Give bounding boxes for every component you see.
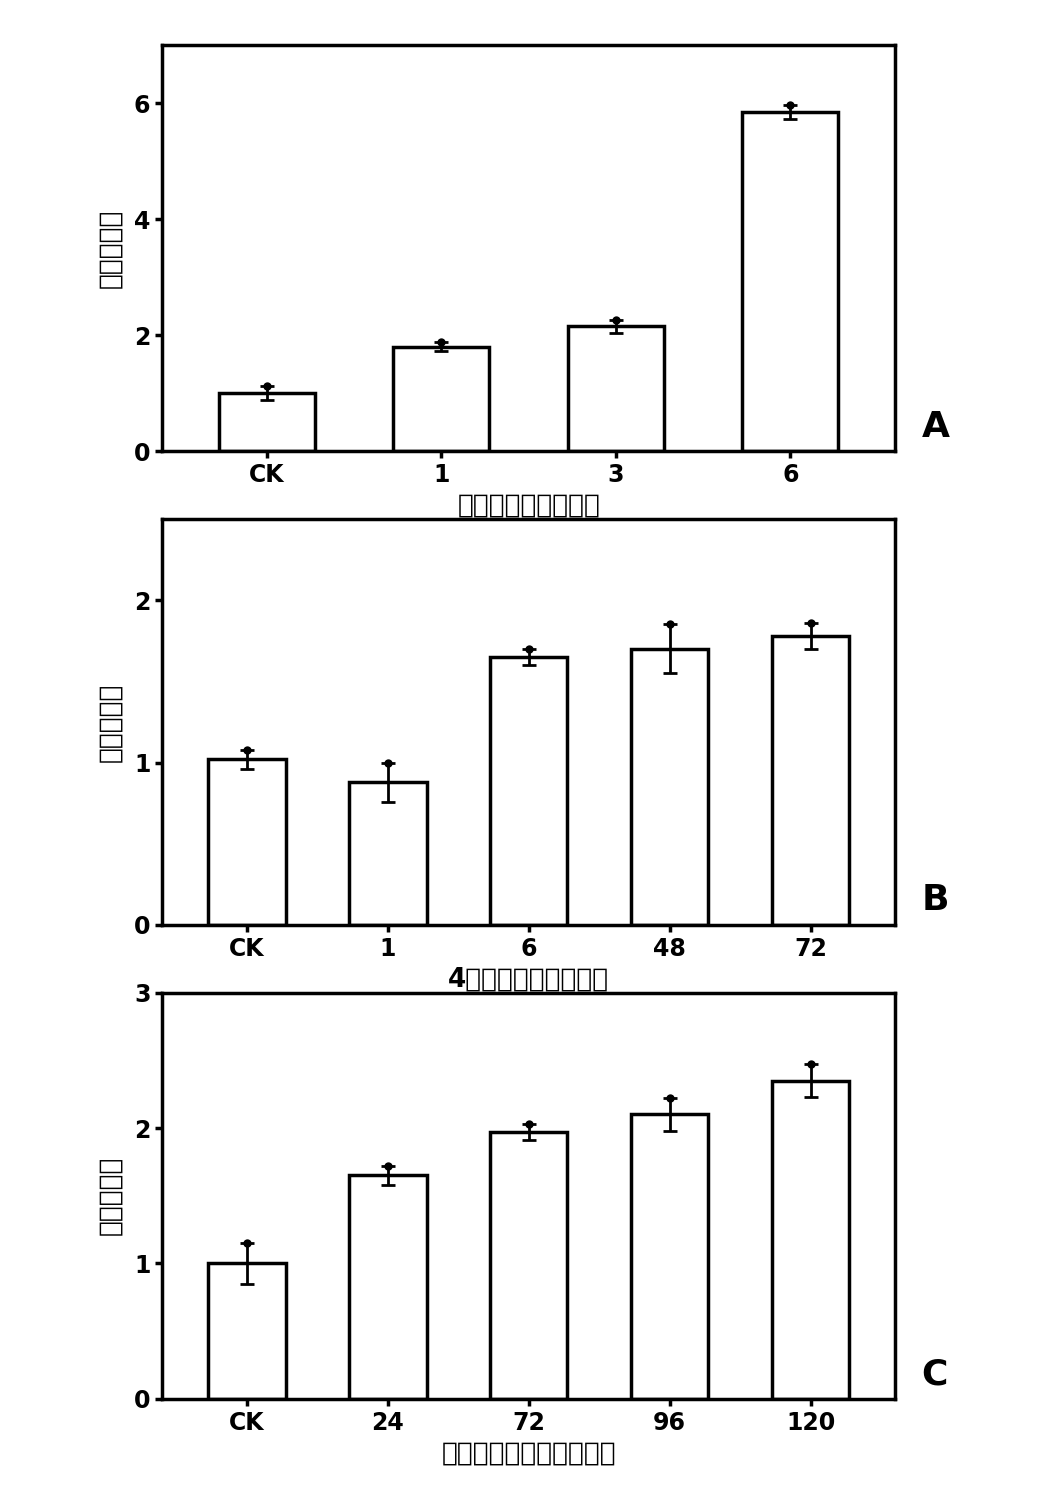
Text: A: A [921,409,950,444]
Y-axis label: 相对表达量: 相对表达量 [97,209,122,287]
Y-axis label: 相对表达量: 相对表达量 [97,683,122,761]
Bar [772,1080,849,1399]
X-axis label: 4度处理时间（小时）: 4度处理时间（小时） [448,967,609,993]
Bar [742,111,839,451]
Bar [567,326,664,451]
Text: B: B [921,883,949,917]
Bar [631,1114,709,1399]
Bar [349,782,426,925]
Bar [772,636,849,925]
Y-axis label: 相对表达量: 相对表达量 [97,1157,122,1235]
Bar [490,657,567,925]
Text: C: C [921,1357,948,1391]
Bar [208,760,286,925]
Bar [219,393,315,451]
Bar [394,347,489,451]
Bar [490,1133,567,1399]
X-axis label: 脉落酸处理时间（小时）: 脉落酸处理时间（小时） [442,1441,616,1466]
Bar [208,1263,286,1399]
Bar [631,648,709,925]
X-axis label: 脉水后时间（小时）: 脉水后时间（小时） [458,493,600,519]
Bar [349,1176,426,1399]
